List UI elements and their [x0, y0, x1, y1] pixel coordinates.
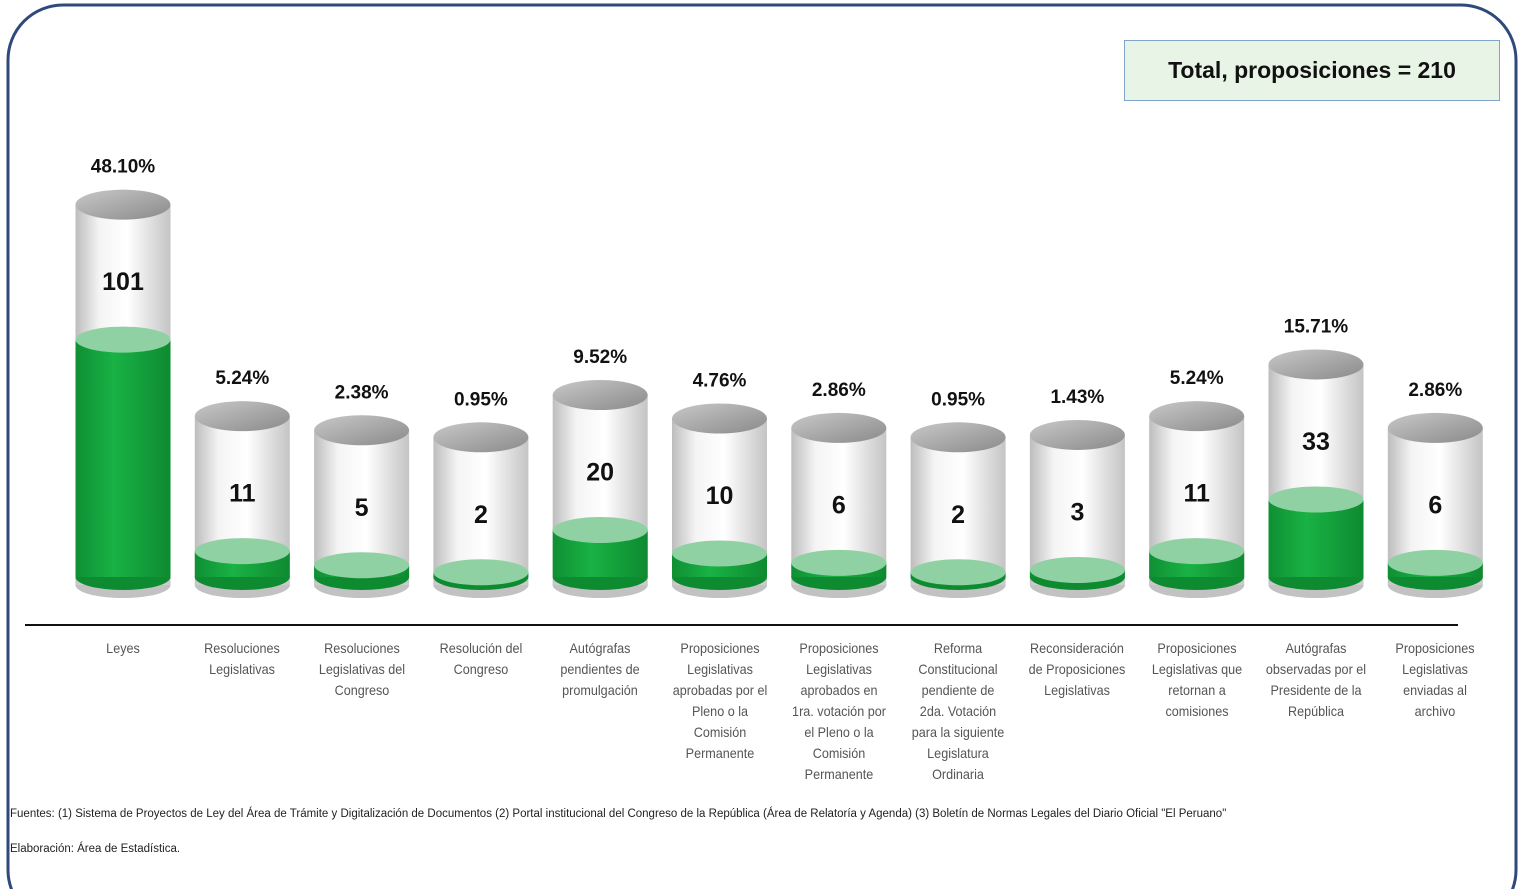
cylinder-top — [910, 422, 1006, 453]
cylinder-top — [1387, 412, 1483, 443]
percent-label: 0.95% — [454, 389, 508, 410]
fill-top — [791, 549, 887, 576]
x-tick-label: Reforma Constitucional pendiente de 2da.… — [911, 640, 1005, 782]
cylinder-top — [552, 380, 648, 410]
cylinder-top — [1149, 401, 1245, 432]
percent-label: 2.86% — [812, 380, 866, 401]
x-tick-label: Autógrafas observadas por el Presidente … — [1265, 640, 1367, 719]
percent-label: 2.86% — [1408, 380, 1462, 401]
x-tick-label: Proposiciones Legislativas aprobados en … — [791, 640, 886, 782]
value-label: 6 — [1428, 491, 1442, 519]
percent-label: 5.24% — [1170, 368, 1224, 389]
fill-top — [433, 559, 529, 586]
fill-top — [314, 552, 410, 579]
cylinder-top — [791, 412, 887, 443]
x-tick-label: Leyes — [106, 640, 140, 656]
fill-top — [910, 559, 1006, 586]
percent-label: 9.52% — [573, 347, 627, 368]
value-label: 2 — [951, 501, 965, 529]
value-label: 6 — [832, 491, 846, 519]
credit-note: Elaboración: Área de Estadística. — [10, 843, 181, 855]
value-label: 20 — [586, 459, 614, 487]
source-note: Fuentes: (1) Sistema de Proyectos de Ley… — [10, 808, 1227, 820]
fill-top — [194, 538, 290, 565]
value-label: 33 — [1302, 428, 1330, 456]
x-tick-label: Reconsideración de Proposiciones Legisla… — [1029, 640, 1126, 698]
cylinder-top — [75, 189, 171, 220]
percent-label: 5.24% — [215, 368, 269, 389]
percent-label: 2.38% — [335, 382, 389, 403]
value-label: 10 — [706, 482, 734, 510]
percent-label: 1.43% — [1050, 387, 1104, 408]
percent-label: 15.71% — [1284, 316, 1349, 337]
fill-top — [1149, 538, 1245, 565]
total-box: Total, proposiciones = 210 — [1124, 40, 1500, 101]
bar — [75, 339, 171, 577]
value-label: 11 — [1183, 480, 1210, 508]
frame — [6, 3, 1518, 889]
percent-label: 4.76% — [693, 371, 747, 392]
cylinder-top — [194, 401, 290, 432]
value-label: 101 — [102, 268, 144, 296]
x-tick-label: Proposiciones Legislativas aprobadas por… — [672, 640, 767, 761]
x-tick-label: Resoluciones Legislativas del Congreso — [318, 640, 405, 698]
x-tick-label: Resoluciones Legislativas — [204, 640, 281, 677]
value-label: 3 — [1070, 498, 1084, 526]
value-label: 11 — [229, 480, 256, 508]
fill-top — [1387, 549, 1483, 576]
x-tick-label: Proposiciones Legislativas enviadas al a… — [1395, 640, 1475, 719]
value-label: 2 — [474, 501, 488, 529]
cylinder-top — [1029, 419, 1125, 450]
fill-top — [672, 540, 767, 567]
fill-top — [1268, 486, 1364, 513]
fill-top — [75, 326, 171, 353]
cylinder-top — [672, 403, 767, 434]
fill-top — [1029, 556, 1125, 583]
x-tick-label: Resolución del Congreso — [439, 640, 523, 677]
value-label: 5 — [355, 494, 369, 522]
fill-top — [552, 517, 648, 543]
cylinder-top — [314, 415, 410, 446]
x-tick-label: Proposiciones Legislativas que retornan … — [1151, 640, 1242, 719]
percent-label: 0.95% — [931, 389, 985, 410]
percent-label: 48.10% — [91, 157, 156, 178]
cylinder-top — [433, 422, 529, 453]
x-tick-label: Autógrafas pendientes de promulgación — [560, 640, 640, 698]
cylinder-top — [1268, 349, 1364, 380]
